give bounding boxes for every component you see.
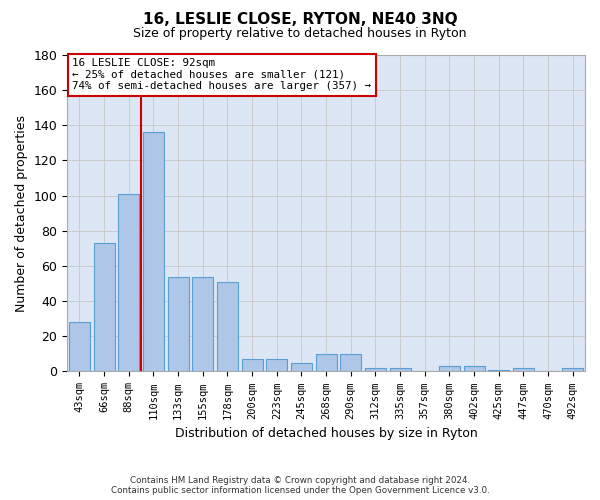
Bar xyxy=(94,243,115,372)
Bar xyxy=(192,276,213,372)
Text: 16 LESLIE CLOSE: 92sqm
← 25% of detached houses are smaller (121)
74% of semi-de: 16 LESLIE CLOSE: 92sqm ← 25% of detached… xyxy=(73,58,371,92)
Bar xyxy=(389,368,410,372)
Bar xyxy=(291,362,312,372)
Bar xyxy=(266,359,287,372)
Text: Size of property relative to detached houses in Ryton: Size of property relative to detached ho… xyxy=(133,28,467,40)
Bar xyxy=(167,276,188,372)
X-axis label: Distribution of detached houses by size in Ryton: Distribution of detached houses by size … xyxy=(175,427,478,440)
Text: 16, LESLIE CLOSE, RYTON, NE40 3NQ: 16, LESLIE CLOSE, RYTON, NE40 3NQ xyxy=(143,12,457,28)
Bar xyxy=(562,368,583,372)
Bar xyxy=(69,322,90,372)
Bar xyxy=(340,354,361,372)
Bar xyxy=(488,370,509,372)
Bar xyxy=(316,354,337,372)
Bar xyxy=(217,282,238,372)
Bar xyxy=(513,368,534,372)
Bar xyxy=(242,359,263,372)
Text: Contains HM Land Registry data © Crown copyright and database right 2024.
Contai: Contains HM Land Registry data © Crown c… xyxy=(110,476,490,495)
Bar xyxy=(365,368,386,372)
Bar xyxy=(143,132,164,372)
Y-axis label: Number of detached properties: Number of detached properties xyxy=(15,114,28,312)
Bar xyxy=(464,366,485,372)
Bar xyxy=(439,366,460,372)
Bar xyxy=(118,194,139,372)
